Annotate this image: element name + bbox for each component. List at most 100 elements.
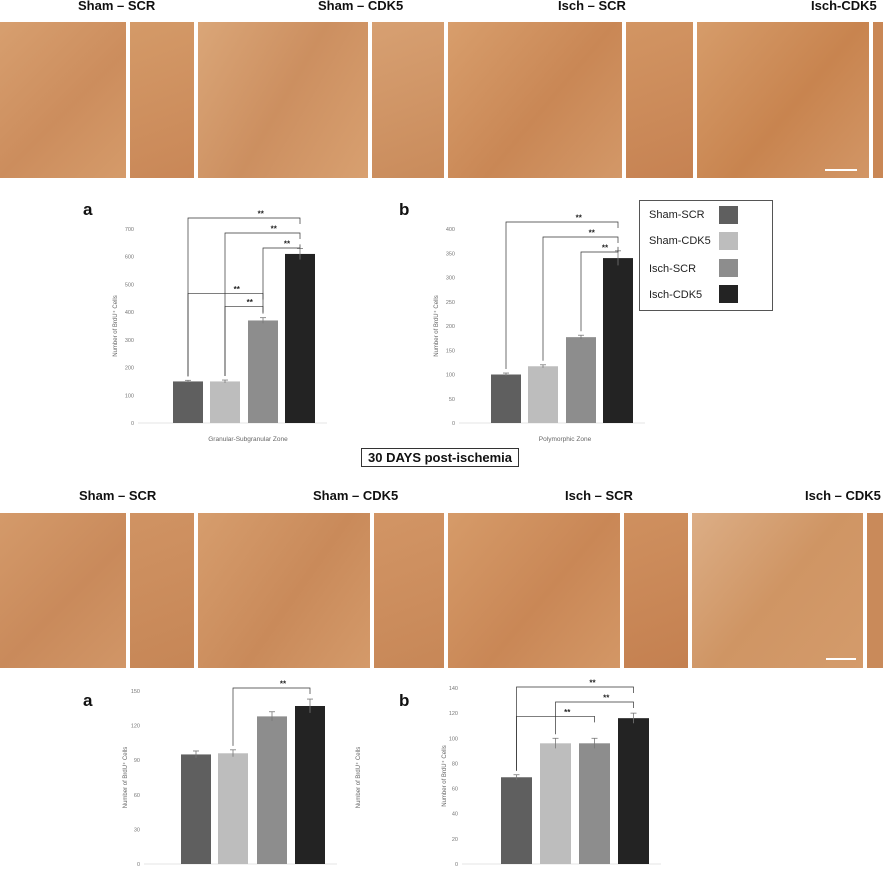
significance-bracket-2-0 (232, 687, 311, 746)
y-tick-label-1-4: 200 (446, 324, 455, 330)
y-tick-label-3-3: 60 (452, 787, 458, 793)
significance-label-2-0: ** (280, 680, 287, 689)
legend-label-sham-scr: Sham-SCR (649, 209, 705, 221)
y-tick-label-1-6: 300 (446, 276, 455, 282)
x-axis-label-1: Polymorphic Zone (539, 436, 592, 443)
micrograph-isch-scr-30d-zoom (624, 513, 688, 668)
top-label-sham-scr: Sham – SCR (78, 0, 156, 13)
y-tick-label-0-5: 500 (125, 282, 134, 288)
legend-label-isch-cdk5: Isch-CDK5 (649, 289, 703, 301)
micrograph-sham-cdk5-30d-zoom (374, 513, 444, 668)
y-tick-label-1-2: 100 (446, 373, 455, 379)
y-tick-label-2-5: 150 (131, 689, 140, 695)
bar-0-3 (285, 253, 315, 423)
legend-label-sham-cdk5: Sham-CDK5 (649, 235, 711, 247)
micrograph-sham-cdk5-30d (198, 513, 370, 668)
bar-1-1 (528, 366, 558, 423)
y-tick-label-0-6: 600 (125, 255, 134, 261)
y-tick-label-2-2: 60 (134, 793, 140, 799)
y-tick-label-0-4: 400 (125, 310, 134, 316)
bottom-label-isch-cdk5: Isch – CDK5 (805, 488, 881, 503)
bar-0-1 (210, 381, 240, 423)
significance-bracket-1-2 (580, 246, 619, 332)
y-tick-label-0-3: 300 (125, 338, 134, 344)
significance-bracket-0-1 (224, 232, 301, 377)
y-axis-label-1: Number of BrdU⁺ Cells (433, 295, 440, 357)
micrograph-isch-cdk5-zoom (873, 22, 883, 178)
x-axis-label-0: Granular-Subgranular Zone (208, 436, 288, 443)
y-tick-label-2-3: 90 (134, 758, 140, 764)
micrograph-sham-scr-30d (0, 513, 126, 668)
panel-letter-b-bottom: b (399, 691, 410, 710)
y-axis-label-2: Number of BrdU⁺ Cells (122, 747, 129, 809)
legend-swatch-isch-scr (719, 259, 738, 277)
legend-swatch-sham-cdk5 (719, 232, 738, 250)
significance-bracket-1-0 (505, 221, 619, 370)
panel-letter-a-top: a (83, 200, 93, 219)
bar-3-2 (579, 743, 610, 864)
y-tick-label-1-7: 350 (446, 251, 455, 257)
y-axis-label-3: Number of BrdU⁺ Cells (441, 745, 448, 807)
significance-label-3-0: ** (589, 679, 596, 688)
significance-bracket-3-2 (516, 715, 595, 771)
y-axis-label-2-2: Number of BrdU⁺ Cells (355, 747, 362, 809)
significance-label-0-0: ** (258, 210, 265, 219)
bar-0-2 (248, 320, 278, 423)
bottom-label-isch-scr: Isch – SCR (565, 488, 633, 503)
top-label-isch-scr: Isch – SCR (558, 0, 626, 13)
y-tick-label-0-1: 100 (125, 393, 134, 399)
significance-label-0-3: ** (234, 285, 241, 294)
top-label-sham-cdk5: Sham – CDK5 (318, 0, 404, 13)
y-tick-label-2-4: 120 (131, 724, 140, 730)
significance-bracket-0-3 (187, 293, 264, 377)
significance-label-1-1: ** (589, 229, 596, 238)
bar-2-2 (257, 716, 287, 864)
bar-2-1 (218, 753, 248, 864)
y-tick-label-3-7: 140 (449, 686, 458, 692)
bar-1-0 (491, 374, 521, 423)
y-tick-label-3-0: 0 (455, 862, 458, 868)
micrograph-isch-scr (448, 22, 622, 178)
significance-bracket-0-2 (262, 244, 301, 314)
y-axis-label-0: Number of BrdU⁺ Cells (112, 295, 119, 357)
legend: Sham-SCR Sham-CDK5 Isch-SCR Isch-CDK5 (639, 200, 773, 311)
bar-1-2 (566, 337, 596, 423)
legend-swatch-isch-cdk5 (719, 285, 738, 303)
micrograph-isch-cdk5-30d (692, 513, 863, 668)
micrograph-sham-scr-30d-zoom (130, 513, 194, 668)
bottom-label-sham-cdk5: Sham – CDK5 (313, 488, 399, 503)
significance-label-3-2: ** (564, 708, 571, 717)
panel-letter-a-bottom: a (83, 691, 93, 710)
y-tick-label-0-2: 200 (125, 366, 134, 372)
bottom-label-sham-scr: Sham – SCR (79, 488, 157, 503)
y-tick-label-1-5: 250 (446, 300, 455, 306)
y-tick-label-0-0: 0 (131, 421, 134, 427)
bar-3-3 (618, 718, 649, 864)
significance-bracket-3-1 (555, 701, 634, 735)
significance-label-3-1: ** (603, 694, 610, 703)
panel-letter-b-top: b (399, 200, 410, 219)
micrograph-sham-scr (0, 22, 126, 178)
micrograph-sham-cdk5 (198, 22, 368, 178)
scale-bar (825, 169, 857, 171)
y-tick-label-1-8: 400 (446, 227, 455, 233)
bar-0-0 (173, 381, 203, 423)
micrograph-sham-scr-zoom (130, 22, 194, 178)
y-tick-label-3-2: 40 (452, 812, 458, 818)
y-tick-label-3-5: 100 (449, 736, 458, 742)
micrograph-isch-cdk5 (697, 22, 869, 178)
significance-bracket-3-0 (516, 686, 634, 771)
y-tick-label-0-7: 700 (125, 227, 134, 233)
top-label-isch-cdk5: Isch-CDK5 (811, 0, 877, 13)
timepoint-caption: 30 DAYS post-ischemia (361, 448, 520, 467)
legend-swatch-sham-scr (719, 206, 738, 224)
micrograph-isch-scr-30d (448, 513, 620, 668)
y-tick-label-3-6: 120 (449, 711, 458, 717)
bar-3-1 (540, 743, 571, 864)
bar-2-0 (181, 754, 211, 864)
micrograph-sham-cdk5-zoom (372, 22, 444, 178)
micrograph-isch-cdk5-30d-zoom (867, 513, 883, 668)
significance-label-1-2: ** (602, 244, 609, 253)
y-tick-label-2-1: 30 (134, 827, 140, 833)
y-tick-label-1-0: 0 (452, 421, 455, 427)
